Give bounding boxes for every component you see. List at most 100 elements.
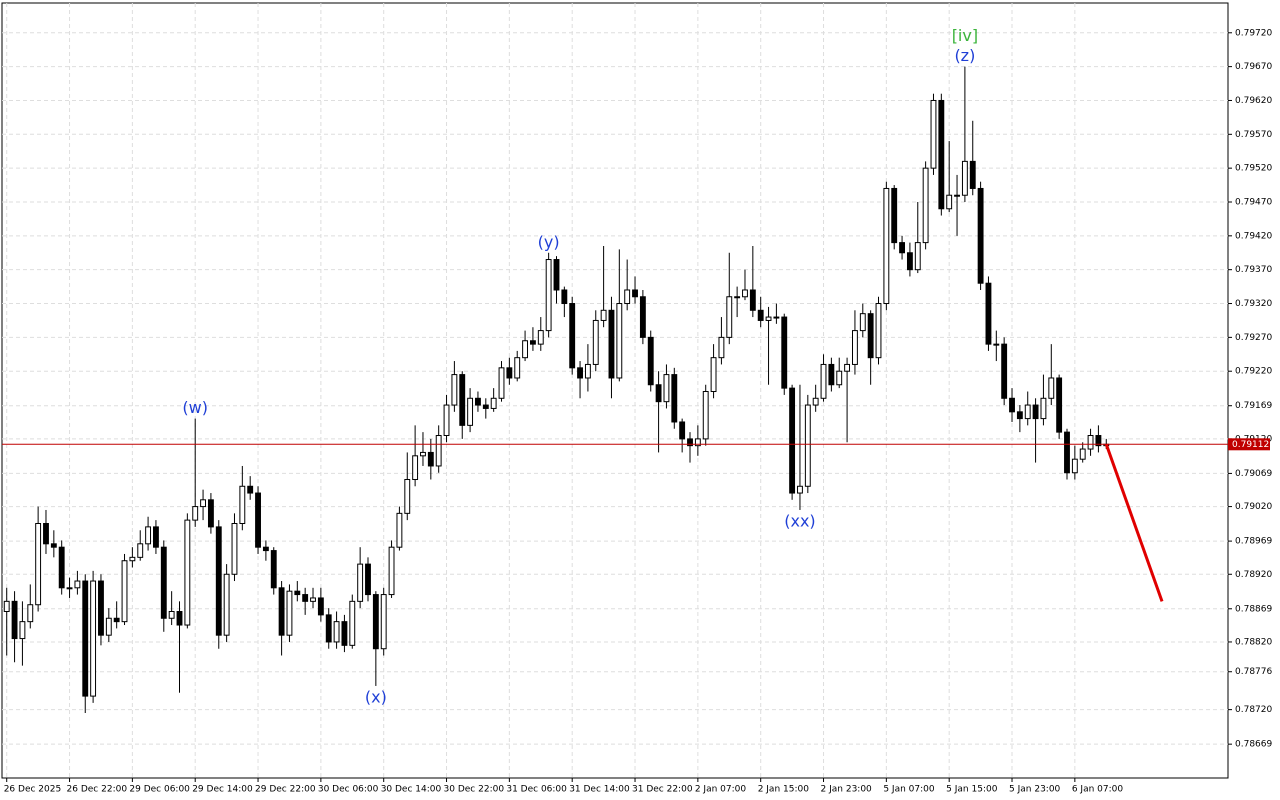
candle-body: [757, 309, 764, 321]
x-tick-label: 2 Jan 07:00: [695, 785, 747, 795]
candle-body: [561, 289, 568, 305]
current-price-label: 0.79112: [1232, 440, 1269, 450]
candle-body: [490, 397, 497, 409]
current-price-box: [1228, 438, 1270, 451]
wave-label: (xx): [784, 511, 815, 530]
candle-body: [121, 560, 128, 623]
candle-body: [302, 594, 309, 602]
candle-body: [1095, 435, 1102, 447]
candle-body: [66, 587, 73, 590]
candle-body: [671, 374, 678, 423]
candle-body: [859, 313, 866, 332]
candle-body: [592, 319, 599, 365]
y-tick-label: 0.79620: [1235, 96, 1272, 106]
candle-body: [844, 363, 851, 372]
y-tick-label: 0.79069: [1235, 469, 1272, 479]
candle-body: [333, 621, 340, 643]
candle-body: [231, 523, 238, 575]
y-tick-label: 0.79370: [1235, 265, 1272, 275]
candle-body: [365, 563, 371, 596]
candle-body: [522, 340, 529, 359]
x-tick-label: 30 Dec 06:00: [318, 785, 379, 795]
y-tick-label: 0.79270: [1235, 333, 1272, 343]
candle-body: [608, 309, 615, 379]
candle-body: [867, 313, 874, 359]
x-tick-label: 30 Dec 22:00: [444, 785, 505, 795]
wave-label: (z): [954, 46, 975, 65]
y-tick-label: 0.78776: [1235, 667, 1272, 677]
candle-body: [616, 303, 623, 379]
candle-body: [632, 289, 638, 298]
y-tick-label: 0.79220: [1235, 367, 1272, 377]
candle-body: [137, 543, 144, 558]
candle-body: [789, 387, 796, 494]
candle-body: [412, 455, 419, 481]
candle-body: [1024, 404, 1031, 420]
candle-body: [797, 485, 803, 494]
candle-body: [812, 397, 819, 406]
x-tick-label: 29 Dec 06:00: [129, 785, 190, 795]
candle-body: [993, 343, 1000, 346]
x-tick-label: 30 Dec 14:00: [381, 785, 442, 795]
candle-body: [153, 526, 159, 548]
x-tick-label: 29 Dec 14:00: [192, 785, 253, 795]
x-tick-label: 26 Dec 22:00: [67, 785, 128, 795]
x-tick-label: 29 Dec 22:00: [255, 785, 316, 795]
candle-body: [875, 303, 882, 359]
y-tick-label: 0.79520: [1235, 164, 1272, 174]
candle-body: [19, 621, 26, 640]
x-tick-label: 2 Jan 15:00: [758, 785, 810, 795]
candle-body: [105, 617, 112, 636]
wave-label: [iv]: [952, 26, 978, 45]
candle-body: [1001, 343, 1008, 399]
candle-body: [1079, 448, 1086, 460]
candle-body: [1032, 404, 1039, 420]
candle-body: [98, 580, 104, 636]
candle-body: [380, 594, 387, 650]
candle-body: [184, 519, 191, 626]
candle-body: [781, 316, 788, 389]
candle-body: [129, 556, 136, 562]
candle-body: [961, 160, 968, 196]
y-tick-label: 0.79720: [1235, 28, 1272, 38]
candle-body: [475, 397, 481, 406]
candle-body: [310, 597, 316, 602]
candle-body: [734, 296, 741, 299]
candle-body: [514, 357, 521, 379]
candle-body: [11, 600, 18, 640]
candle-body: [286, 590, 293, 636]
candle-body: [262, 546, 269, 552]
candle-body: [852, 330, 858, 365]
candle-body: [1048, 377, 1055, 399]
candle-body: [270, 550, 277, 589]
candle-body: [1016, 411, 1023, 420]
y-tick-label: 0.78669: [1235, 740, 1272, 750]
candle-body: [545, 259, 552, 332]
candle-body: [459, 374, 466, 426]
candle-body: [35, 523, 42, 606]
candle-body: [1071, 458, 1078, 474]
candle-body: [467, 397, 474, 426]
y-tick-label: 0.79670: [1235, 62, 1272, 72]
candle-body: [3, 600, 10, 612]
candle-body: [278, 587, 285, 636]
candle-body: [687, 438, 693, 447]
candle-body: [1040, 397, 1047, 420]
candle-body: [718, 336, 725, 359]
candle-body: [828, 363, 835, 386]
candle-body: [160, 546, 167, 619]
candle-body: [969, 160, 976, 189]
candle-body: [372, 594, 379, 650]
candle-body: [624, 289, 631, 305]
candle-body: [647, 336, 654, 386]
candle-body: [836, 370, 843, 386]
candle-body: [215, 526, 222, 636]
candle-body: [726, 296, 733, 338]
candle-body: [930, 99, 937, 169]
candle-body: [506, 367, 513, 379]
candle-body: [239, 485, 246, 525]
candle-body: [145, 526, 152, 545]
candle-body: [922, 167, 929, 244]
candle-body: [954, 194, 960, 197]
